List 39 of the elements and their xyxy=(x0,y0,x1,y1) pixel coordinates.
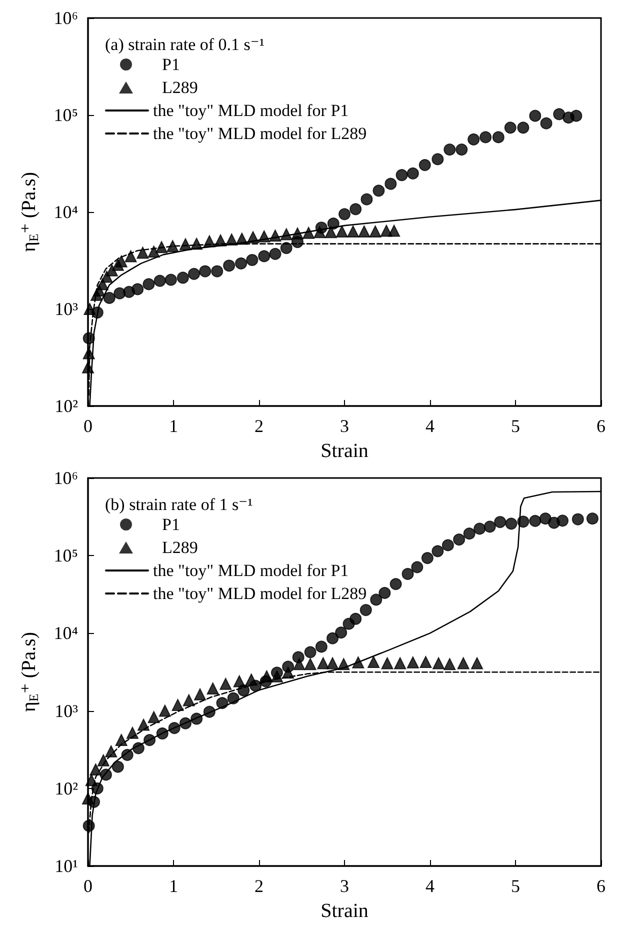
y-tick-label: 10⁶ xyxy=(54,468,78,488)
y-axis-title: ηE⁺ (Pa.s) xyxy=(18,172,41,252)
y-axis-title: ηE⁺ (Pa.s) xyxy=(18,632,41,712)
x-tick-label: 4 xyxy=(426,876,434,896)
y-tick-label: 10⁵ xyxy=(54,546,78,566)
y-tick-label: 10⁶ xyxy=(54,8,78,28)
y-tick-label: 10⁵ xyxy=(54,105,78,125)
x-axis-title: Strain xyxy=(320,900,368,922)
x-tick-label: 5 xyxy=(511,876,520,896)
legend-title: (b) strain rate of 1 s⁻¹ xyxy=(105,494,253,514)
x-tick-label: 5 xyxy=(511,416,520,436)
x-tick-label: 1 xyxy=(169,416,178,436)
y-tick-label: 10² xyxy=(54,396,78,416)
x-tick-label: 1 xyxy=(169,876,178,896)
x-tick-label: 0 xyxy=(84,876,92,896)
x-tick-label: 2 xyxy=(254,876,264,896)
legend-label: the "toy" MLD model for P1 xyxy=(153,561,349,580)
y-tick-label: 10³ xyxy=(54,700,79,721)
legend-title: (a) strain rate of 0.1 s⁻¹ xyxy=(105,34,264,54)
x-tick-label: 3 xyxy=(340,876,349,896)
y-tick-label: 10³ xyxy=(54,299,79,319)
legend-label: the "toy" MLD model for L289 xyxy=(153,584,367,603)
y-tick-label: 10² xyxy=(54,778,78,798)
x-tick-label: 6 xyxy=(596,416,606,436)
x-tick-label: 3 xyxy=(340,416,349,436)
legend-label: L289 xyxy=(162,538,198,557)
x-tick-label: 6 xyxy=(596,876,606,896)
x-tick-label: 0 xyxy=(84,416,92,436)
x-tick-label: 4 xyxy=(426,416,434,436)
legend-label: L289 xyxy=(162,78,198,97)
legend-label: the "toy" MLD model for P1 xyxy=(153,101,349,120)
x-axis-title: Strain xyxy=(320,440,368,462)
legend-label: the "toy" MLD model for L289 xyxy=(153,124,367,143)
y-tick-label: 10¹ xyxy=(54,856,78,876)
x-tick-label: 2 xyxy=(254,416,264,436)
y-tick-label: 10⁴ xyxy=(54,623,78,644)
legend-label: P1 xyxy=(162,515,180,534)
y-tick-label: 10⁴ xyxy=(54,202,78,222)
legend-label: P1 xyxy=(162,55,180,74)
